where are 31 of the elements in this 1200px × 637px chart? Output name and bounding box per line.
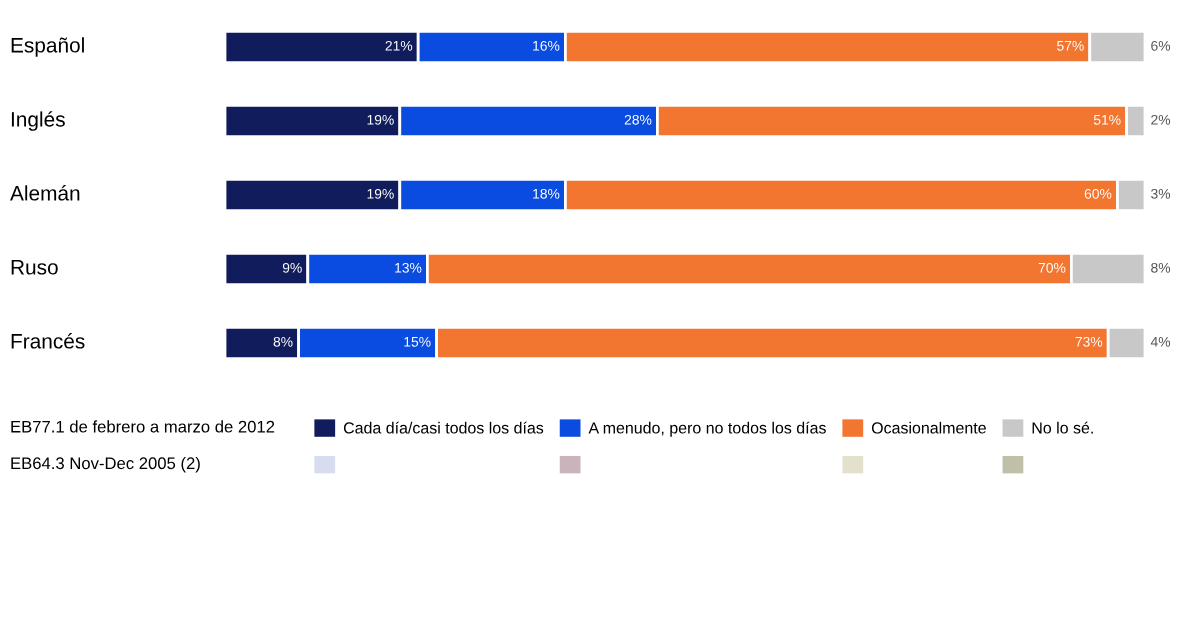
legend-label: Cada día/casi todos los días xyxy=(343,421,544,434)
y-tick-label: Inglés xyxy=(11,111,65,131)
legend-label: A menudo, pero no todos los días xyxy=(588,421,826,437)
y-tick-label: Ruso xyxy=(11,260,58,275)
data-label: 9% xyxy=(282,262,302,273)
data-label: 60% xyxy=(1084,188,1112,199)
data-label: 3% xyxy=(1151,188,1171,199)
y-tick-label: Alemán xyxy=(10,185,80,201)
data-label: 6% xyxy=(1151,40,1171,51)
data-label: 57% xyxy=(1057,40,1084,51)
y-tick-label: Francés xyxy=(11,333,85,349)
data-label: 16% xyxy=(533,40,560,51)
legend-label: Ocasionalmente xyxy=(871,421,986,434)
data-label: 4% xyxy=(1150,336,1171,347)
legend-label: No lo sé. xyxy=(1032,421,1093,434)
text: EB64.3 Nov-Dec 2005 (2) xyxy=(11,456,200,473)
data-label: 8% xyxy=(273,336,293,347)
data-label: 15% xyxy=(404,336,431,347)
data-label: 8% xyxy=(1151,262,1171,273)
data-label: 2% xyxy=(1151,114,1171,125)
text: EB77.1 de febrero a marzo de 2012 xyxy=(11,420,275,433)
data-label: 19% xyxy=(367,114,394,125)
data-label: 28% xyxy=(624,114,652,125)
data-label: 19% xyxy=(367,188,394,199)
data-label: 51% xyxy=(1093,114,1121,125)
data-label: 13% xyxy=(395,262,422,273)
data-label: 21% xyxy=(385,40,413,51)
data-label: 18% xyxy=(533,188,560,199)
data-label: 70% xyxy=(1038,262,1066,273)
data-label: 73% xyxy=(1075,336,1103,347)
y-tick-label: Español xyxy=(11,37,84,57)
